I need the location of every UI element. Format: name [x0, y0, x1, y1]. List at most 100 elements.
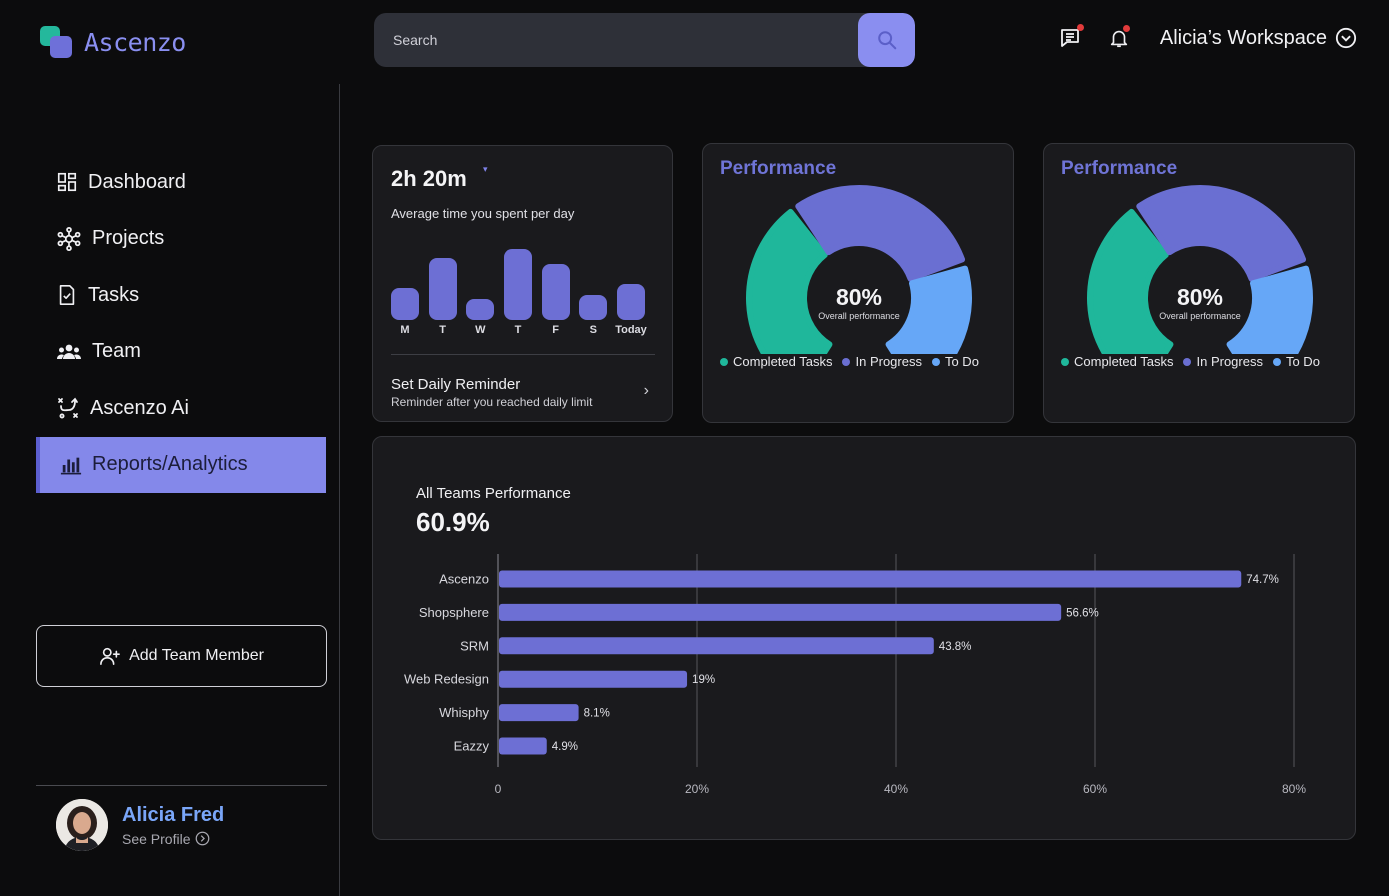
day-bar[interactable] [617, 283, 645, 320]
avatar[interactable] [56, 799, 108, 851]
day-label: S [589, 324, 597, 336]
legend-todo: To Do [1272, 354, 1320, 369]
app-name: Ascenzo [84, 27, 186, 57]
performance-donut [1087, 185, 1313, 354]
sidebar-item-label: Reports/Analytics [92, 453, 248, 476]
day-label: W [475, 324, 486, 336]
chevron-right-icon: › [643, 382, 649, 399]
donut-slice-completed-tasks[interactable] [1087, 208, 1174, 354]
donut-slice-completed-tasks[interactable] [746, 208, 833, 354]
day-label: F [552, 324, 560, 336]
donut-slice-to-do[interactable] [885, 265, 972, 354]
sidebar-item-projects[interactable]: Projects [36, 211, 326, 268]
daily-reminder-row[interactable]: Set Daily Reminder Reminder after you re… [391, 376, 655, 409]
team-bar[interactable] [499, 670, 688, 688]
chat-icon [1060, 29, 1079, 47]
performance-legend: Completed Tasks In Progress To Do [1061, 354, 1320, 369]
dashboard-icon [57, 173, 77, 192]
sidebar-divider [339, 84, 340, 896]
performance-value-label: Overall performance [818, 311, 900, 321]
team-label: Eazzy [454, 739, 490, 754]
team-value-label: 56.6% [1066, 607, 1099, 619]
team-bar[interactable] [499, 637, 934, 655]
performance-card-1: Performance 80% Overall performance Comp… [702, 143, 1014, 423]
performance-value-label: Overall performance [1159, 311, 1241, 321]
donut-slice-in-progress[interactable] [1136, 185, 1307, 282]
add-team-member-button[interactable]: Add Team Member [36, 625, 327, 687]
team-bar[interactable] [499, 704, 579, 722]
team-value-label: 19% [692, 674, 715, 686]
day-bar[interactable] [541, 263, 570, 320]
performance-title: Performance [720, 158, 837, 179]
notification-dot [1122, 25, 1130, 32]
teams-performance-card: 0 20% 40% 60% 80% Ascenzo 74.7% Shopsphere 56.6%… [372, 436, 1356, 840]
performance-value: 80% [835, 284, 883, 310]
donut-slice-in-progress[interactable] [795, 185, 966, 282]
search-bar [374, 13, 915, 67]
sidebar-item-tasks[interactable]: Tasks [36, 267, 326, 324]
search-button[interactable] [858, 13, 915, 67]
team-bar[interactable] [499, 570, 1242, 588]
team-icon [57, 344, 81, 359]
sidebar-item-team[interactable]: Team [36, 324, 326, 381]
sidebar-item-dashboard[interactable]: Dashboard [36, 154, 326, 211]
search-input[interactable] [374, 13, 858, 67]
chevron-down-icon [1335, 27, 1357, 49]
day-bar[interactable] [428, 258, 457, 320]
day-bar-column: T [504, 232, 532, 336]
day-bar[interactable] [504, 248, 532, 320]
donut-slice-to-do[interactable] [1226, 265, 1313, 354]
day-label: T [439, 324, 447, 336]
avatar-image [56, 799, 108, 851]
day-bar-column: F [541, 232, 570, 336]
legend-todo: To Do [931, 354, 979, 369]
header-actions: Alicia’s Workspace [1058, 24, 1357, 52]
team-bar[interactable] [499, 603, 1062, 621]
app-logo[interactable]: Ascenzo [40, 26, 186, 58]
day-bar-column: M [391, 232, 419, 336]
day-bar[interactable] [579, 295, 608, 320]
user-profile[interactable]: Alicia Fred See Profile [56, 799, 224, 851]
unread-dot [1076, 24, 1084, 31]
teams-performance-value: 60.9% [416, 507, 490, 537]
team-label: SRM [460, 638, 489, 653]
x-tick-label: 20% [685, 782, 709, 796]
sidebar-item-ascenzo-ai[interactable]: Ascenzo Ai [36, 380, 326, 437]
profile-name: Alicia Fred [122, 803, 225, 826]
legend-in-progress: In Progress [1183, 354, 1263, 369]
day-label: T [514, 324, 522, 336]
team-label: Shopsphere [419, 605, 489, 620]
day-bar-column: T [428, 232, 457, 336]
sidebar-item-label: Team [92, 340, 141, 363]
tasks-icon [59, 285, 75, 306]
analytics-icon [60, 457, 82, 475]
time-spent-subtitle: Average time you spent per day [391, 206, 575, 221]
time-trend-caret[interactable]: ▾ [483, 164, 488, 174]
sidebar-item-label: Ascenzo Ai [90, 396, 189, 419]
notifications-button[interactable] [1106, 24, 1132, 52]
day-bar[interactable] [391, 288, 419, 320]
team-bar[interactable] [499, 737, 547, 755]
x-tick-label: 80% [1282, 782, 1306, 796]
performance-legend: Completed Tasks In Progress To Do [720, 354, 979, 369]
search-icon [877, 31, 896, 50]
team-value-label: 43.8% [939, 641, 972, 653]
legend-completed: Completed Tasks [1061, 354, 1173, 369]
sidebar-footer-divider [36, 785, 327, 786]
team-value-label: 4.9% [552, 741, 578, 753]
x-tick-label: 0 [495, 782, 502, 796]
reminder-subtitle: Reminder after you reached daily limit [391, 395, 593, 409]
day-bar-column: W [466, 232, 495, 336]
see-profile-link[interactable]: See Profile [122, 831, 224, 847]
legend-in-progress: In Progress [842, 354, 922, 369]
day-bar[interactable] [466, 298, 495, 320]
messages-button[interactable] [1058, 24, 1084, 52]
sidebar-item-reports-analytics[interactable]: Reports/Analytics [36, 436, 326, 493]
add-user-icon [100, 647, 120, 665]
performance-donut [746, 185, 972, 354]
card-divider [391, 354, 655, 355]
team-label: Web Redesign [404, 672, 489, 687]
workspace-name: Alicia’s Workspace [1159, 26, 1327, 49]
team-label: Ascenzo [439, 572, 489, 587]
workspace-switcher[interactable]: Alicia’s Workspace [1160, 27, 1357, 50]
